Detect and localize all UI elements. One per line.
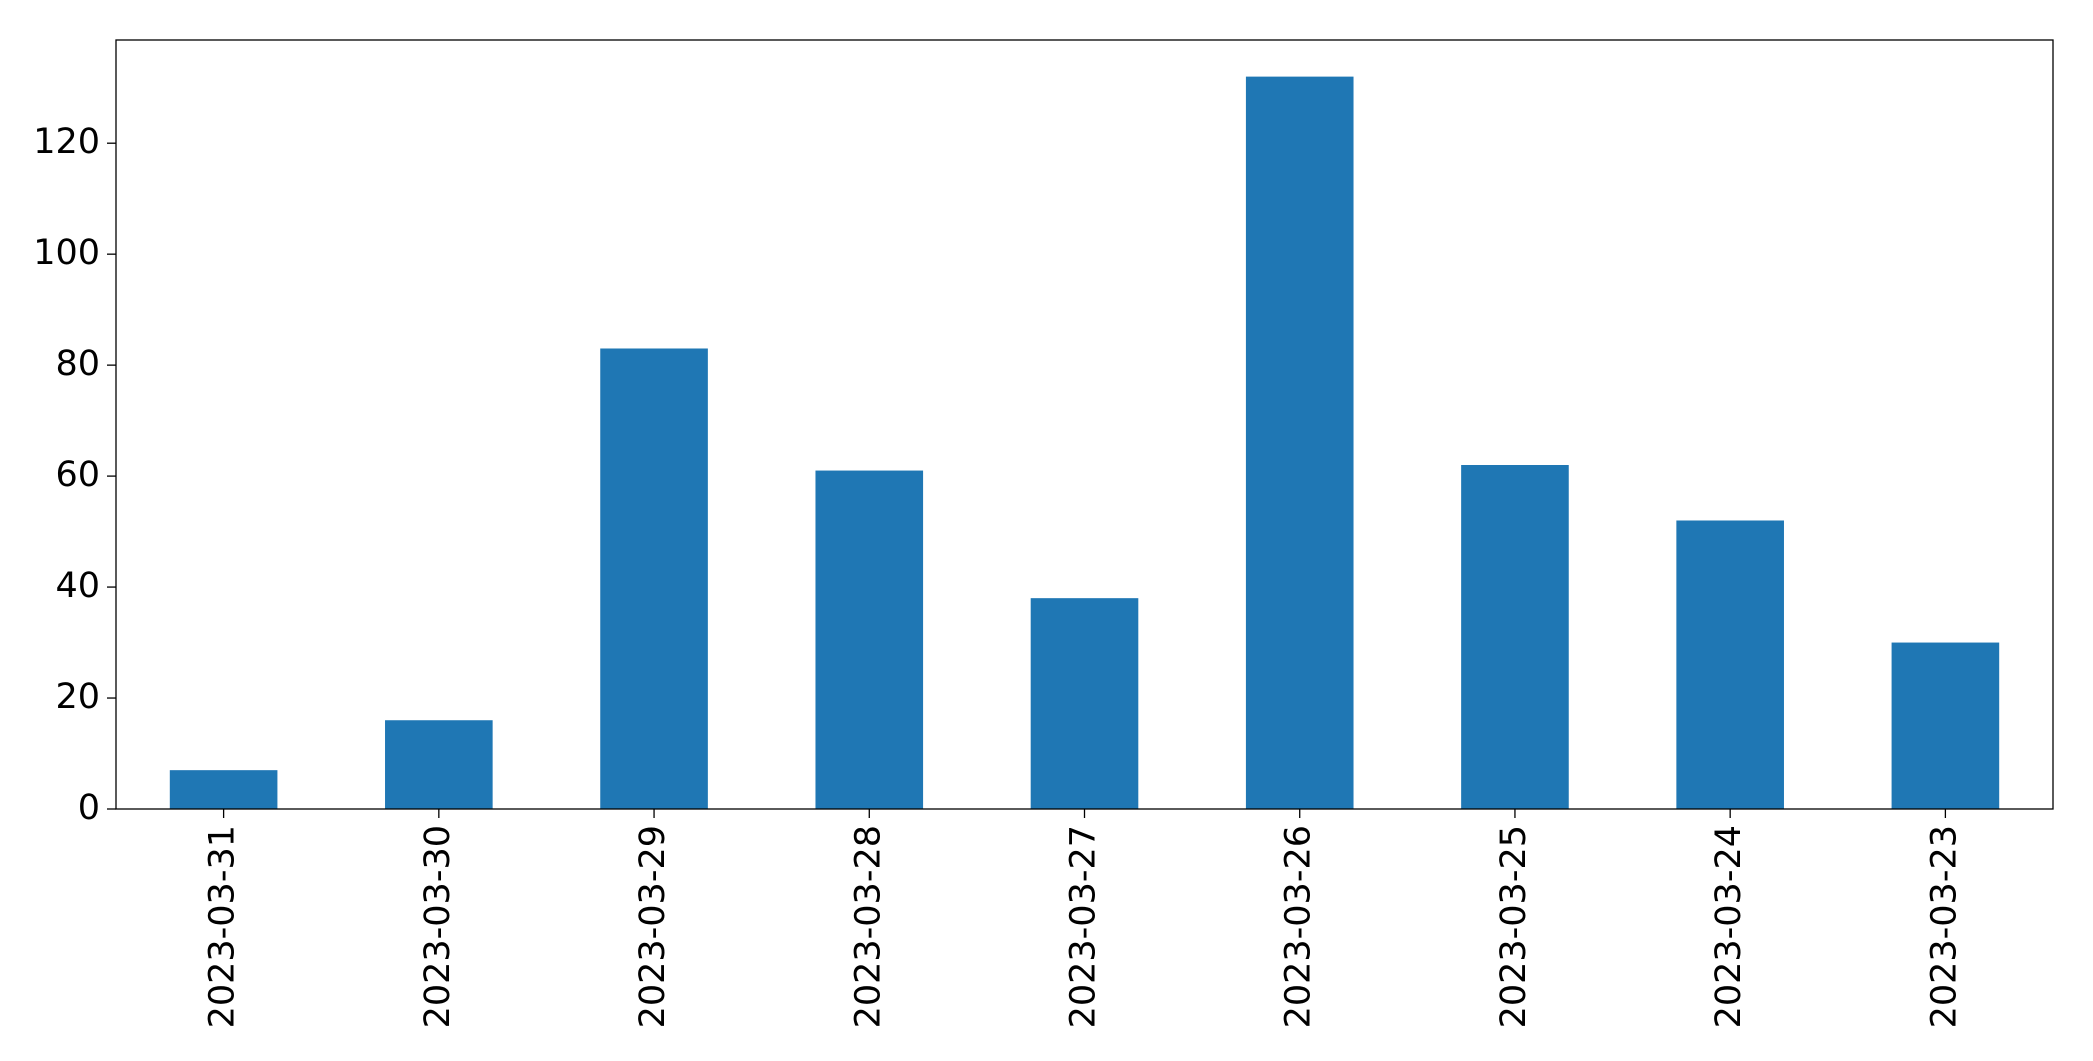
y-tick-label: 100 bbox=[33, 233, 100, 273]
bar bbox=[1891, 642, 2000, 809]
plot-frame bbox=[115, 39, 2054, 810]
y-tick-label: 80 bbox=[55, 344, 100, 384]
x-tick-label: 2023-03-26 bbox=[1279, 825, 1319, 1028]
x-tick-label: 2023-03-25 bbox=[1494, 825, 1534, 1028]
bar bbox=[385, 720, 493, 809]
x-tick-label: 2023-03-24 bbox=[1709, 825, 1749, 1028]
y-tick-label: 120 bbox=[33, 122, 100, 162]
x-tick-label: 2023-03-29 bbox=[633, 825, 673, 1028]
bar bbox=[1030, 598, 1139, 809]
y-tick-label: 20 bbox=[55, 677, 100, 717]
y-tick-label: 60 bbox=[55, 455, 100, 495]
x-tick-label: 2023-03-27 bbox=[1064, 825, 1104, 1028]
x-tick-label: 2023-03-30 bbox=[418, 825, 458, 1028]
y-tick-label: 40 bbox=[55, 566, 100, 606]
x-tick-label: 2023-03-23 bbox=[1924, 825, 1964, 1028]
bar bbox=[169, 770, 278, 809]
bar bbox=[1461, 465, 1569, 809]
y-tick-label: 0 bbox=[78, 788, 100, 828]
x-tick-label: 2023-03-28 bbox=[848, 825, 888, 1028]
bar bbox=[1245, 76, 1354, 810]
bar bbox=[815, 470, 924, 809]
bar bbox=[1676, 520, 1784, 809]
x-tick-label: 2023-03-31 bbox=[203, 825, 243, 1028]
bar bbox=[600, 348, 708, 809]
